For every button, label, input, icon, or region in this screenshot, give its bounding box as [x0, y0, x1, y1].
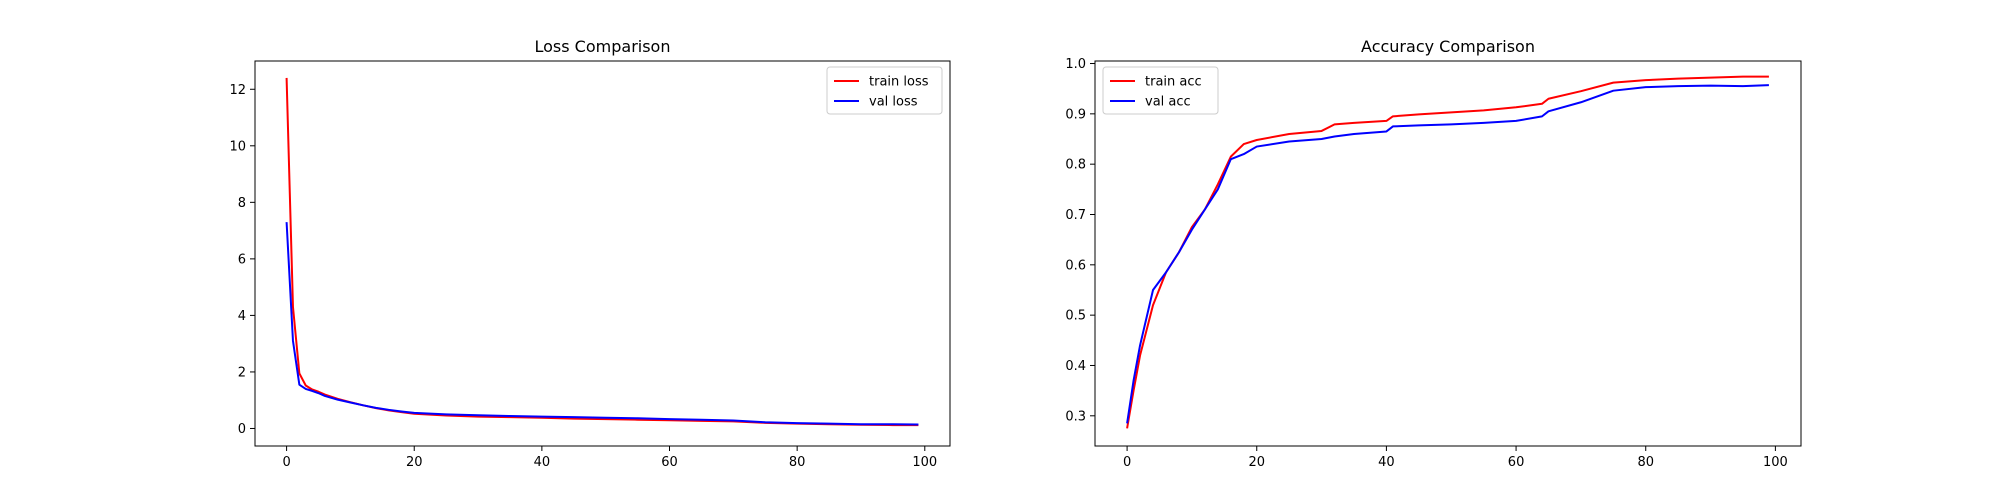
acc-y-tick-label: 0.8	[1065, 158, 1086, 173]
acc-y-tick-label: 0.4	[1065, 359, 1086, 374]
loss-x-tick-label: 100	[912, 455, 937, 470]
loss-chart-title: Loss Comparison	[535, 37, 671, 56]
loss-y-tick-label: 4	[238, 309, 246, 324]
acc-series-line-1	[1126, 84, 1769, 424]
acc-y-tick-label: 0.3	[1065, 409, 1086, 424]
acc-y-tick-label: 0.5	[1065, 309, 1086, 324]
acc-y-tick-label: 0.6	[1065, 258, 1086, 273]
loss-x-tick-label: 60	[661, 455, 678, 470]
loss-y-tick-label: 2	[238, 365, 246, 380]
acc-legend-box	[1102, 66, 1219, 115]
acc-y-tick-label: 1.0	[1065, 57, 1086, 72]
loss-plot-frame	[254, 60, 951, 447]
loss-series-line-1	[285, 222, 919, 426]
loss-legend-box	[826, 66, 943, 115]
loss-y-tick-label: 12	[229, 83, 246, 98]
acc-x-tick-label: 40	[1378, 455, 1395, 470]
loss-y-tick-label: 6	[238, 252, 246, 267]
accuracy-chart: Accuracy Comparison 0 20 40 60 80 100 0.3 0.4 0.…	[1065, 37, 1802, 470]
acc-plot-frame	[1094, 60, 1802, 447]
acc-legend-label-1: val acc	[1145, 95, 1191, 110]
acc-legend-label-0: train acc	[1145, 75, 1202, 90]
loss-legend-label-1: val loss	[869, 95, 918, 110]
acc-x-tick-label: 20	[1248, 455, 1265, 470]
acc-y-tick-label: 0.7	[1065, 208, 1086, 223]
loss-x-tick-label: 40	[534, 455, 551, 470]
loss-y-tick-label: 10	[229, 139, 246, 154]
loss-legend: train loss val loss	[826, 66, 943, 115]
acc-x-tick-label: 100	[1763, 455, 1788, 470]
accuracy-chart-title: Accuracy Comparison	[1361, 37, 1535, 56]
loss-y-tick-label: 8	[238, 196, 246, 211]
loss-y-tick-label: 0	[238, 422, 246, 437]
acc-x-tick-label: 0	[1123, 455, 1131, 470]
acc-legend: train acc val acc	[1102, 66, 1219, 115]
acc-x-tick-label: 80	[1637, 455, 1654, 470]
acc-x-tick-label: 60	[1508, 455, 1525, 470]
loss-x-tick-label: 0	[282, 455, 290, 470]
loss-chart: Loss Comparison 0 20 40 60 80 100 0 2 4 6 8 10 12 tra…	[229, 37, 951, 470]
loss-legend-label-0: train loss	[869, 75, 929, 90]
loss-x-tick-label: 80	[789, 455, 806, 470]
loss-x-tick-label: 20	[406, 455, 423, 470]
acc-y-tick-label: 0.9	[1065, 107, 1086, 122]
